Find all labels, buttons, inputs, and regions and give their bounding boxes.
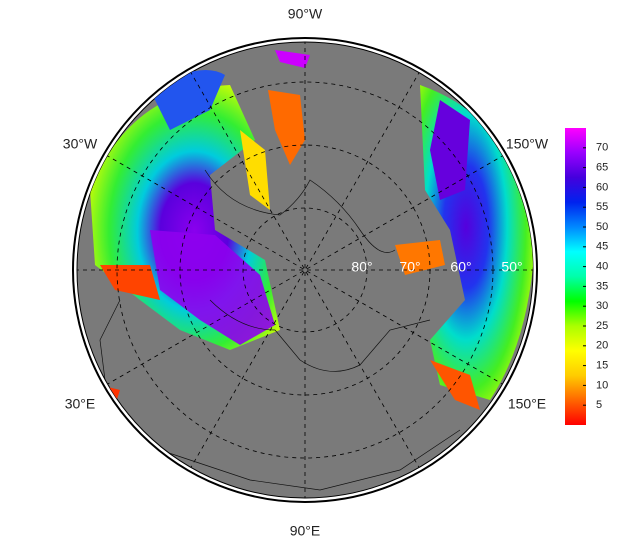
colorbar-tick-label: 20 — [596, 340, 608, 352]
colorbar-tick-label: 55 — [596, 201, 608, 213]
longitude-label: 90°W — [288, 6, 323, 22]
colorbar-tick-label: 65 — [596, 162, 608, 174]
colorbar-tick-label: 5 — [596, 399, 602, 411]
latitude-label: 80° — [351, 259, 372, 275]
latitude-label: 60° — [450, 259, 471, 275]
colorbar-tick-label: 70 — [596, 142, 608, 154]
japan-field — [430, 360, 480, 410]
longitude-label: 30°W — [63, 136, 98, 152]
latitude-label: 50° — [501, 259, 522, 275]
graticule — [77, 42, 533, 498]
north-field — [275, 50, 310, 68]
longitude-label: 90°E — [290, 523, 321, 539]
colorbar-tick-label: 45 — [596, 241, 608, 253]
latitude-label: 70° — [399, 259, 420, 275]
colorbar-tick-label: 25 — [596, 320, 608, 332]
colorbar-tick-label: 10 — [596, 379, 608, 391]
barents-field — [150, 230, 275, 345]
data-field — [77, 42, 533, 498]
chukchi-field — [395, 240, 445, 275]
baltic-field — [100, 265, 160, 300]
colorbar-tick-label: 35 — [596, 280, 608, 292]
longitude-label: 30°E — [65, 396, 96, 412]
baffin-edge — [240, 130, 270, 210]
longitude-label: 150°W — [506, 136, 549, 152]
colorbar-tick-label: 30 — [596, 300, 608, 312]
colorbar-tick-label: 40 — [596, 261, 608, 273]
longitude-label: 150°E — [508, 396, 546, 412]
colorbar-tick-label: 15 — [596, 360, 608, 372]
hudson-field — [268, 90, 305, 165]
coastlines — [99, 169, 461, 491]
colorbar — [565, 128, 586, 425]
colorbar-tick-label: 50 — [596, 221, 608, 233]
colorbar-tick-label: 60 — [596, 181, 608, 193]
